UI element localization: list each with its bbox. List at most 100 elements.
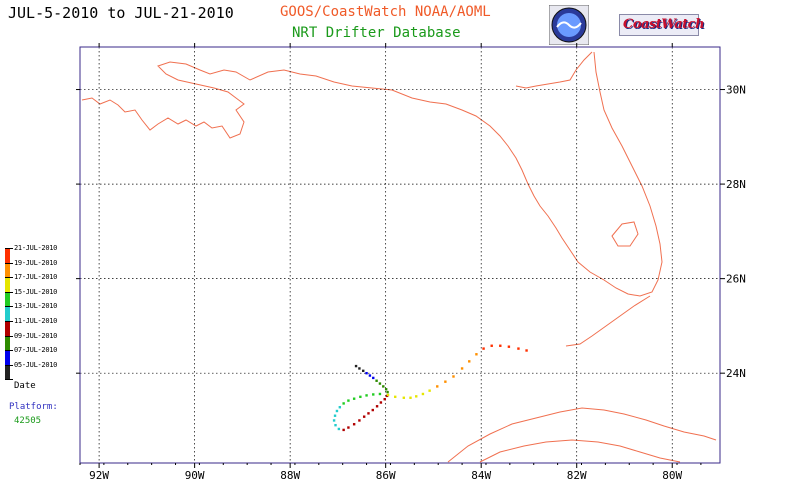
latitude-labels: 30N 28N 26N 24N (726, 84, 746, 381)
legend-date-label: Date (14, 381, 36, 391)
date-legend: 21-JUL-2010 19-JUL-2010 17-JUL-2010 15-JUL-… (2, 244, 68, 381)
track-point (382, 385, 385, 388)
lon-label: 82W (567, 469, 587, 482)
lat-label: 30N (726, 84, 746, 97)
track-point (507, 345, 511, 348)
date-range-title: JUL-5-2010 to JUL-21-2010 (8, 4, 234, 22)
track-point (379, 401, 383, 404)
legend-swatch (5, 364, 10, 380)
legend-swatch (5, 320, 10, 336)
track-point (347, 426, 350, 429)
track-point (394, 395, 397, 399)
track-point (359, 395, 362, 399)
cuba-south-coastline (479, 439, 681, 463)
lon-label: 88W (280, 469, 300, 482)
legend-tick (5, 262, 13, 264)
legend-entry: 19-JUL-2010 (2, 259, 68, 278)
legend-label: 13-JUL-2010 (14, 302, 58, 311)
coastwatch-logo: CoastWatch (619, 14, 705, 36)
legend-tick (5, 335, 13, 337)
track-point (338, 406, 342, 409)
track-point (333, 414, 337, 417)
track-point (365, 394, 368, 397)
legend-label: 09-JUL-2010 (14, 331, 58, 340)
track-point (428, 389, 431, 392)
track-point (371, 408, 374, 412)
track-point (436, 385, 439, 388)
track-point (525, 349, 528, 352)
legend-label: 07-JUL-2010 (14, 346, 58, 355)
track-point (375, 379, 378, 382)
track-point (460, 367, 464, 370)
legend-entry: 07-JUL-2010 (2, 346, 68, 365)
track-point (383, 397, 386, 401)
legend-entry: 11-JUL-2010 (2, 317, 68, 336)
track-point (335, 409, 339, 413)
longitude-labels: 92W 90W 88W 86W 84W 82W 80W (89, 469, 682, 482)
map-grid (80, 47, 720, 463)
legend-swatch (5, 335, 10, 351)
florida-east-coastline (515, 51, 593, 89)
lon-label: 86W (376, 469, 396, 482)
track-point (452, 375, 455, 378)
legend-swatch (5, 291, 10, 307)
cuba-coastline (447, 407, 717, 463)
track-point (368, 374, 372, 377)
legend-swatch (5, 306, 10, 321)
track-point (367, 412, 370, 415)
gulf-coast-coastline (81, 51, 663, 297)
track-point (490, 344, 493, 347)
track-point (375, 405, 379, 408)
lon-label: 92W (89, 469, 109, 482)
florida-keys-outline (565, 295, 651, 347)
lon-label: 84W (471, 469, 491, 482)
track-point (342, 402, 345, 405)
legend-entry: 09-JUL-2010 (2, 332, 68, 351)
track-point (475, 353, 478, 356)
legend-label: 05-JUL-2010 (14, 360, 58, 369)
map-frame (79, 46, 721, 464)
legend-tick (5, 248, 13, 249)
legend-entry: 17-JUL-2010 (2, 273, 68, 292)
track-point (332, 419, 336, 422)
lat-label: 24N (726, 367, 746, 380)
track-point (372, 376, 375, 380)
track-point (444, 380, 447, 383)
drifter-track (332, 344, 528, 432)
platform-id: 42505 (14, 416, 42, 426)
lat-label: 28N (726, 178, 746, 191)
legend-tick (5, 320, 13, 322)
source-title: GOOS/CoastWatch NOAA/AOML (280, 4, 491, 20)
track-point (362, 369, 365, 373)
track-point (378, 382, 382, 385)
legend-swatch (5, 248, 10, 263)
legend-label: 19-JUL-2010 (14, 258, 58, 267)
track-point (358, 367, 361, 370)
legend-label: 11-JUL-2010 (14, 316, 58, 325)
map-ticks (76, 43, 725, 468)
track-point (352, 423, 356, 426)
legend-entry: 13-JUL-2010 (2, 302, 68, 321)
coastwatch-logo-text: CoastWatch (623, 17, 705, 32)
platform-label: Platform: (9, 402, 58, 412)
lat-label: 26N (726, 273, 746, 286)
legend-label: 21-JUL-2010 (14, 244, 58, 252)
legend-swatch (5, 262, 10, 278)
legend-tick (5, 306, 13, 308)
track-point (415, 395, 418, 398)
track-point (482, 347, 485, 350)
legend-end-tick (5, 379, 13, 381)
track-point (358, 419, 361, 422)
lon-label: 90W (185, 469, 205, 482)
legend-tick (5, 277, 13, 279)
track-point (354, 364, 358, 368)
track-point (365, 371, 368, 375)
track-point (372, 393, 375, 396)
noaa-logo-icon (549, 5, 589, 45)
track-point (468, 360, 471, 363)
track-point (517, 347, 520, 350)
track-point (402, 396, 406, 399)
track-point (378, 392, 382, 396)
track-point (342, 428, 345, 432)
legend-swatch (5, 350, 10, 365)
